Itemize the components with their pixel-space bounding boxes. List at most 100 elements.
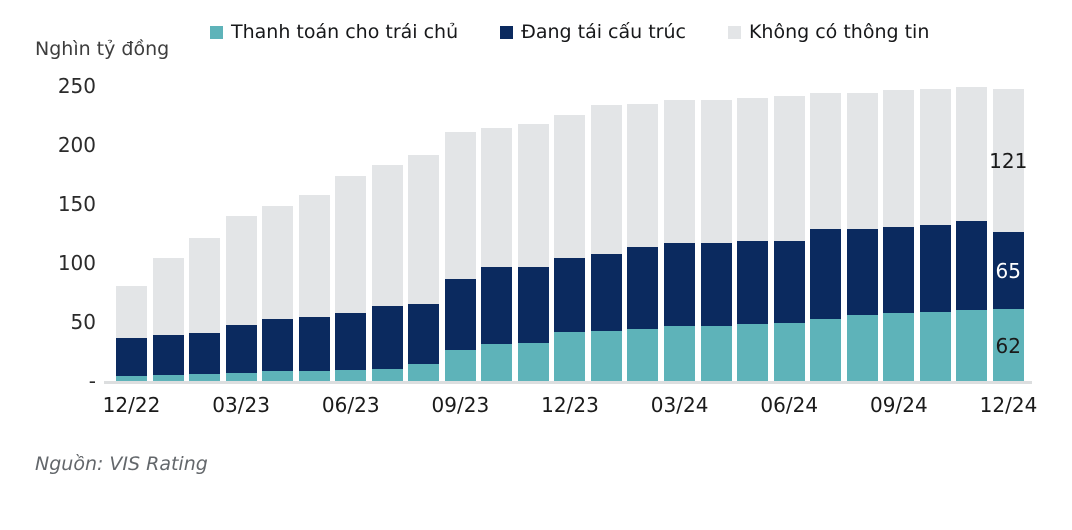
y-tick-label: 200 — [57, 132, 96, 157]
y-tick-label: 250 — [57, 73, 96, 98]
legend-label: Đang tái cấu trúc — [521, 21, 686, 43]
bar-segment — [956, 221, 988, 310]
bar-segment — [627, 104, 659, 247]
bar-04-23 — [262, 206, 294, 382]
bar-segment — [554, 115, 586, 258]
bar-02-24 — [627, 104, 659, 382]
bar-segment — [481, 344, 513, 382]
bar-08-23 — [408, 155, 440, 382]
bar-segment — [298, 195, 330, 317]
bar-segment — [481, 128, 513, 267]
bar-segment — [846, 93, 878, 229]
x-tick-label: 09/23 — [431, 393, 490, 417]
bar-segment — [444, 279, 476, 350]
bar-segment — [919, 225, 951, 312]
legend-label: Thanh toán cho trái chủ — [231, 21, 459, 43]
bar-segment — [810, 229, 842, 319]
x-axis-line — [104, 381, 1032, 384]
bar-05-23 — [298, 195, 330, 382]
bar-segment — [116, 376, 147, 382]
x-tick-label: 03/24 — [650, 393, 709, 417]
bar-07-23 — [371, 165, 403, 382]
bar-segment — [883, 227, 915, 313]
bar-segment — [444, 132, 476, 279]
bar-segment — [773, 96, 805, 241]
bar-segment — [262, 371, 294, 382]
source-note: Nguồn: VIS Rating — [35, 453, 208, 475]
bar-segment: 65 — [992, 232, 1024, 309]
bar-segment — [919, 89, 951, 225]
bar-09-24 — [883, 90, 915, 382]
data-label: 62 — [995, 333, 1021, 358]
legend-swatch-icon — [500, 25, 514, 39]
legend-item-1: Đang tái cấu trúc — [500, 21, 686, 43]
bar-segment — [810, 319, 842, 382]
bar-segment — [700, 326, 732, 382]
bar-segment — [627, 329, 659, 382]
bar-10-24 — [919, 89, 951, 382]
bar-segment — [335, 370, 367, 382]
bar-segment — [298, 371, 330, 382]
bar-06-23 — [335, 176, 367, 382]
x-tick-label: 06/24 — [760, 393, 819, 417]
bar-segment — [810, 93, 842, 229]
bar-segment — [700, 243, 732, 326]
bar-segment — [152, 335, 184, 375]
bar-segment — [883, 313, 915, 382]
bar-segment — [262, 319, 294, 371]
bar-segment — [773, 323, 805, 382]
bar-segment — [773, 241, 805, 323]
bar-segment: 121 — [989, 89, 1027, 232]
legend-item-0: Thanh toán cho trái chủ — [210, 21, 458, 43]
bar-segment — [590, 331, 622, 382]
bar-segment — [408, 304, 440, 364]
legend: Thanh toán cho trái chủ Đang tái cấu trúc… — [210, 21, 929, 43]
bar-03-24 — [663, 100, 695, 382]
bar-01-23 — [152, 258, 184, 382]
bar-11-24 — [956, 87, 988, 382]
bar-segment — [846, 229, 878, 315]
bar-segment — [371, 165, 403, 306]
bar-03-23 — [225, 216, 257, 382]
data-label: 65 — [995, 258, 1021, 283]
y-tick-label: - — [88, 369, 96, 393]
bar-segment — [116, 286, 147, 338]
y-tick-label: 50 — [70, 309, 96, 334]
bar-segment — [298, 317, 330, 371]
x-tick-label: 09/24 — [870, 393, 928, 417]
bar-segment — [919, 312, 951, 382]
bar-segment — [262, 206, 294, 319]
x-tick-label: 12/23 — [541, 393, 599, 417]
bar-11-23 — [517, 124, 549, 382]
x-tick-label: 03/23 — [212, 393, 270, 417]
bar-12-22 — [116, 286, 147, 382]
bar-segment — [737, 98, 769, 241]
bar-segment — [956, 310, 988, 382]
bar-segment — [517, 124, 549, 267]
bar-segment — [189, 238, 221, 333]
bar-segment — [663, 326, 695, 382]
bar-segment — [225, 325, 257, 373]
bar-segment — [335, 176, 367, 313]
bar-09-23 — [444, 132, 476, 382]
bar-segment — [737, 324, 769, 382]
bar-12-24: 121 65 62 — [989, 89, 1027, 382]
bar-segment — [627, 247, 659, 329]
bar-segment — [554, 332, 586, 382]
bar-07-24 — [810, 93, 842, 382]
bar-segment — [335, 313, 367, 370]
x-tick-label: 12/24 — [979, 393, 1038, 417]
bar-12-23 — [554, 115, 586, 382]
bar-segment — [590, 254, 622, 331]
bar-02-23 — [189, 238, 221, 382]
bar-10-23 — [481, 128, 513, 382]
bar-05-24 — [737, 98, 769, 382]
bar-segment — [517, 267, 549, 343]
bar-06-24 — [773, 96, 805, 382]
data-label: 121 — [989, 148, 1028, 173]
x-tick-label: 06/23 — [321, 393, 380, 417]
bar-segment: 62 — [992, 309, 1024, 382]
bar-segment — [225, 216, 257, 325]
y-axis-title: Nghìn tỷ đồng — [35, 38, 170, 60]
bar-08-24 — [846, 93, 878, 382]
